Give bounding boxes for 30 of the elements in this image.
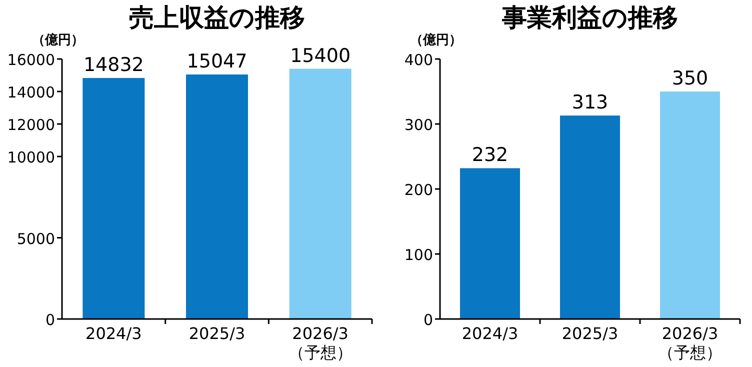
- data-label: 15047: [186, 50, 248, 72]
- y-axis-title: （億円）: [410, 32, 462, 48]
- data-label: 232: [472, 144, 508, 166]
- y-tick-label: 12000: [7, 116, 55, 134]
- y-tick-label: 0: [423, 311, 433, 329]
- data-label: 313: [572, 92, 608, 114]
- x-tick-label: 2024/3: [462, 324, 518, 343]
- y-tick-label: 16000: [7, 51, 55, 69]
- y-tick-label: 5000: [16, 230, 55, 248]
- chart-title: 売上収益の推移: [129, 3, 305, 32]
- x-tick-label: 2025/3: [188, 324, 246, 343]
- bar: [660, 92, 720, 319]
- bar: [560, 116, 620, 319]
- y-tick-label: 14000: [7, 84, 55, 102]
- y-tick-label: 400: [404, 51, 433, 69]
- y-tick-label: 0: [45, 311, 55, 329]
- y-axis-title: （億円）: [32, 32, 84, 48]
- bar: [460, 168, 520, 319]
- x-tick-label: 2024/3: [86, 324, 142, 343]
- x-tick-label: 2025/3: [562, 324, 618, 343]
- chart-title: 事業利益の推移: [501, 3, 678, 32]
- y-tick-label: 300: [404, 116, 433, 134]
- data-label: 15400: [290, 44, 351, 67]
- x-tick-label: 2026/3 （予想）: [658, 324, 722, 362]
- y-tick-label: 100: [404, 246, 433, 264]
- data-label: 350: [672, 68, 708, 90]
- y-tick-label: 200: [404, 181, 433, 199]
- data-label: 14832: [83, 54, 144, 76]
- y-tick-label: 10000: [7, 148, 55, 166]
- x-tick-label: 2026/3 （予想）: [288, 324, 352, 362]
